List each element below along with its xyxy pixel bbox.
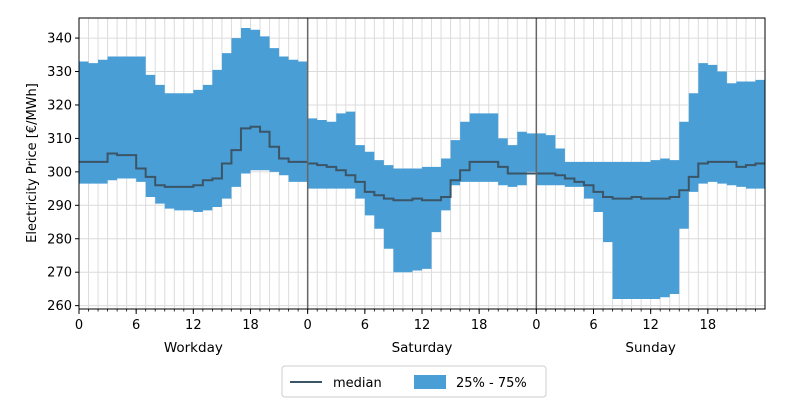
- x-tick-label: 0: [304, 318, 312, 333]
- y-tick-label: 300: [47, 165, 72, 180]
- x-tick-label: 6: [589, 318, 597, 333]
- y-axis-label: Electricity Price [€/MWh]: [25, 83, 40, 243]
- y-tick-label: 310: [47, 132, 72, 147]
- x-tick-label: 18: [700, 318, 717, 333]
- legend-band-label: 25% - 75%: [456, 376, 527, 391]
- y-tick-label: 320: [47, 98, 72, 113]
- y-tick-label: 270: [47, 266, 72, 281]
- tick-layer: 260 270 280 290 300 310 320 330 340 0 6 12 18 Workday…: [47, 32, 756, 356]
- x-tick-label: 6: [361, 318, 369, 333]
- x-tick-label: 18: [471, 318, 488, 333]
- x-tick-label: 18: [242, 318, 259, 333]
- panel-label-saturday: Saturday: [392, 340, 453, 356]
- x-tick-label: 12: [642, 318, 659, 333]
- band-saturday: [307, 111, 537, 273]
- panel-dividers: [306, 18, 538, 309]
- x-tick-label: 12: [185, 318, 202, 333]
- median-layer: [79, 125, 765, 202]
- panel-label-workday: Workday: [164, 340, 223, 356]
- y-tick-label: 280: [47, 232, 72, 247]
- x-tick-label: 6: [132, 318, 140, 333]
- panel-label-sunday: Sunday: [625, 340, 676, 356]
- x-tick-label: 12: [414, 318, 431, 333]
- y-tick-label: 260: [47, 299, 72, 314]
- y-tick-label: 290: [47, 199, 72, 214]
- median-line-workday: [79, 125, 308, 188]
- median-line-saturday: [307, 160, 537, 202]
- band-sunday: [536, 63, 765, 299]
- legend: median 25% - 75%: [281, 365, 547, 398]
- median-line-sunday: [536, 160, 765, 200]
- x-tick-label: 0: [532, 318, 540, 333]
- y-tick-label: 330: [47, 65, 72, 80]
- legend-median-label: median: [333, 376, 382, 391]
- legend-band-swatch: [414, 375, 446, 389]
- x-tick-label: 0: [75, 318, 83, 333]
- y-tick-label: 340: [47, 32, 72, 47]
